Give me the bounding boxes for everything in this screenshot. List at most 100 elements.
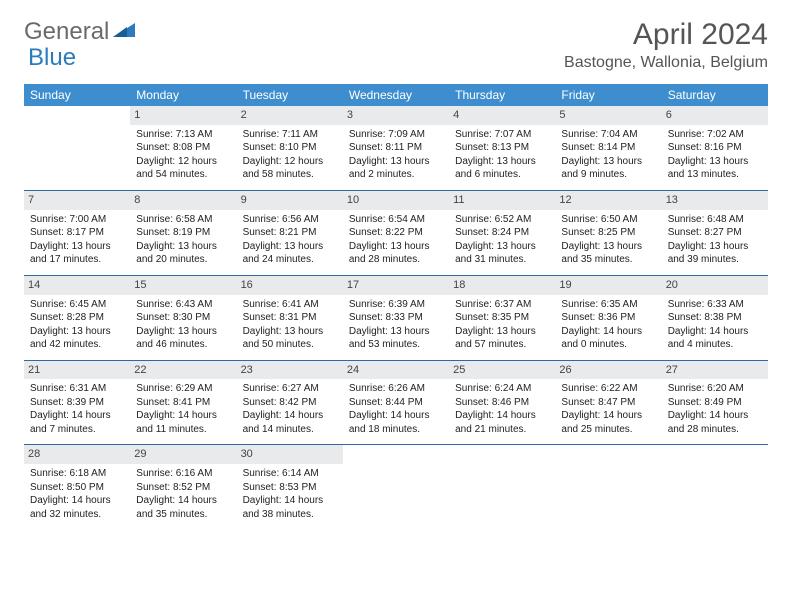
title-block: April 2024 Bastogne, Wallonia, Belgium <box>564 18 768 72</box>
sunrise-text: Sunrise: 6:43 AM <box>136 298 230 312</box>
daylight-text: Daylight: 13 hours <box>136 325 230 339</box>
daylight-text2: and 20 minutes. <box>136 253 230 267</box>
calendar-cell: 20Sunrise: 6:33 AMSunset: 8:38 PMDayligh… <box>662 275 768 360</box>
calendar-cell: 21Sunrise: 6:31 AMSunset: 8:39 PMDayligh… <box>24 360 130 445</box>
day-number: 6 <box>662 106 768 125</box>
sunset-text: Sunset: 8:33 PM <box>349 311 443 325</box>
daylight-text2: and 0 minutes. <box>561 338 655 352</box>
daylight-text: Daylight: 14 hours <box>243 494 337 508</box>
sunset-text: Sunset: 8:31 PM <box>243 311 337 325</box>
sunset-text: Sunset: 8:25 PM <box>561 226 655 240</box>
daylight-text2: and 39 minutes. <box>668 253 762 267</box>
daylight-text2: and 7 minutes. <box>30 423 124 437</box>
sunset-text: Sunset: 8:22 PM <box>349 226 443 240</box>
daylight-text2: and 28 minutes. <box>668 423 762 437</box>
sunrise-text: Sunrise: 6:22 AM <box>561 382 655 396</box>
daylight-text: Daylight: 13 hours <box>455 240 549 254</box>
sunrise-text: Sunrise: 6:50 AM <box>561 213 655 227</box>
daylight-text2: and 14 minutes. <box>243 423 337 437</box>
daylight-text2: and 57 minutes. <box>455 338 549 352</box>
daylight-text: Daylight: 13 hours <box>561 240 655 254</box>
daylight-text2: and 53 minutes. <box>349 338 443 352</box>
daylight-text: Daylight: 14 hours <box>30 409 124 423</box>
daylight-text: Daylight: 13 hours <box>243 240 337 254</box>
daylight-text2: and 4 minutes. <box>668 338 762 352</box>
day-number: 8 <box>130 191 236 210</box>
day-number: 17 <box>343 276 449 295</box>
daylight-text: Daylight: 14 hours <box>561 409 655 423</box>
daylight-text: Daylight: 13 hours <box>349 155 443 169</box>
sunset-text: Sunset: 8:50 PM <box>30 481 124 495</box>
day-number: 28 <box>24 445 130 464</box>
sunrise-text: Sunrise: 6:35 AM <box>561 298 655 312</box>
sunset-text: Sunset: 8:47 PM <box>561 396 655 410</box>
sunset-text: Sunset: 8:44 PM <box>349 396 443 410</box>
daylight-text: Daylight: 14 hours <box>349 409 443 423</box>
brand-part1: General <box>24 18 109 46</box>
calendar-cell: 11Sunrise: 6:52 AMSunset: 8:24 PMDayligh… <box>449 190 555 275</box>
page-title: April 2024 <box>564 18 768 52</box>
day-number: 20 <box>662 276 768 295</box>
sunrise-text: Sunrise: 7:07 AM <box>455 128 549 142</box>
sunset-text: Sunset: 8:10 PM <box>243 141 337 155</box>
daylight-text: Daylight: 14 hours <box>136 494 230 508</box>
calendar-cell: 8Sunrise: 6:58 AMSunset: 8:19 PMDaylight… <box>130 190 236 275</box>
weekday-header: Tuesday <box>237 84 343 106</box>
daylight-text: Daylight: 14 hours <box>668 325 762 339</box>
daylight-text2: and 21 minutes. <box>455 423 549 437</box>
sunrise-text: Sunrise: 6:14 AM <box>243 467 337 481</box>
sunrise-text: Sunrise: 6:26 AM <box>349 382 443 396</box>
sunset-text: Sunset: 8:27 PM <box>668 226 762 240</box>
sunrise-text: Sunrise: 6:16 AM <box>136 467 230 481</box>
calendar-cell: 6Sunrise: 7:02 AMSunset: 8:16 PMDaylight… <box>662 106 768 190</box>
daylight-text2: and 13 minutes. <box>668 168 762 182</box>
sunset-text: Sunset: 8:13 PM <box>455 141 549 155</box>
daylight-text: Daylight: 13 hours <box>243 325 337 339</box>
calendar-cell: 30Sunrise: 6:14 AMSunset: 8:53 PMDayligh… <box>237 445 343 529</box>
calendar-cell: . <box>662 445 768 529</box>
day-number: 2 <box>237 106 343 125</box>
triangle-icon <box>113 21 135 44</box>
calendar-cell: 14Sunrise: 6:45 AMSunset: 8:28 PMDayligh… <box>24 275 130 360</box>
sunset-text: Sunset: 8:38 PM <box>668 311 762 325</box>
sunset-text: Sunset: 8:42 PM <box>243 396 337 410</box>
day-number: 25 <box>449 361 555 380</box>
sunset-text: Sunset: 8:24 PM <box>455 226 549 240</box>
daylight-text2: and 9 minutes. <box>561 168 655 182</box>
calendar-cell: 16Sunrise: 6:41 AMSunset: 8:31 PMDayligh… <box>237 275 343 360</box>
sunset-text: Sunset: 8:30 PM <box>136 311 230 325</box>
sunset-text: Sunset: 8:11 PM <box>349 141 443 155</box>
calendar-cell: 1Sunrise: 7:13 AMSunset: 8:08 PMDaylight… <box>130 106 236 190</box>
weekday-header: Friday <box>555 84 661 106</box>
daylight-text: Daylight: 14 hours <box>30 494 124 508</box>
calendar-cell: 4Sunrise: 7:07 AMSunset: 8:13 PMDaylight… <box>449 106 555 190</box>
calendar-body: . 1Sunrise: 7:13 AMSunset: 8:08 PMDayligh… <box>24 106 768 529</box>
calendar-cell: 24 Sunrise: 6:26 AMSunset: 8:44 PMDayligh… <box>343 360 449 445</box>
daylight-text2: and 24 minutes. <box>243 253 337 267</box>
calendar-cell: 19Sunrise: 6:35 AMSunset: 8:36 PMDayligh… <box>555 275 661 360</box>
daylight-text: Daylight: 13 hours <box>668 155 762 169</box>
sunrise-text: Sunrise: 6:39 AM <box>349 298 443 312</box>
weekday-header: Thursday <box>449 84 555 106</box>
weekday-header: Saturday <box>662 84 768 106</box>
daylight-text: Daylight: 13 hours <box>136 240 230 254</box>
daylight-text2: and 54 minutes. <box>136 168 230 182</box>
day-number: 26 <box>555 361 661 380</box>
day-number: 7 <box>24 191 130 210</box>
day-number: 3 <box>343 106 449 125</box>
daylight-text: Daylight: 13 hours <box>349 325 443 339</box>
sunrise-text: Sunrise: 7:09 AM <box>349 128 443 142</box>
weekday-header: Sunday <box>24 84 130 106</box>
calendar-cell: 25Sunrise: 6:24 AMSunset: 8:46 PMDayligh… <box>449 360 555 445</box>
calendar-cell: 17 Sunrise: 6:39 AMSunset: 8:33 PMDayligh… <box>343 275 449 360</box>
day-number: 24 <box>343 361 449 380</box>
calendar-cell: 28 Sunrise: 6:18 AMSunset: 8:50 PMDayligh… <box>24 445 130 529</box>
sunrise-text: Sunrise: 6:48 AM <box>668 213 762 227</box>
calendar-cell: 27Sunrise: 6:20 AMSunset: 8:49 PMDayligh… <box>662 360 768 445</box>
daylight-text: Daylight: 13 hours <box>561 155 655 169</box>
calendar-cell: 12Sunrise: 6:50 AMSunset: 8:25 PMDayligh… <box>555 190 661 275</box>
day-number: 21 <box>24 361 130 380</box>
day-number: 29 <box>130 445 236 464</box>
sunrise-text: Sunrise: 6:18 AM <box>30 467 124 481</box>
daylight-text2: and 17 minutes. <box>30 253 124 267</box>
